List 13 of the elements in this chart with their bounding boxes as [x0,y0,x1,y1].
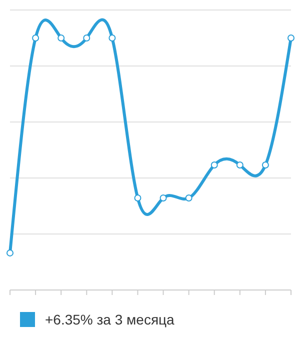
point [210,162,218,169]
point [6,249,14,256]
point [32,34,40,42]
point [236,162,244,169]
point [108,34,116,42]
point [58,34,65,42]
legend-label: +6.35% за 3 месяца [45,312,175,328]
point [288,34,294,42]
point [134,194,142,202]
point [185,194,192,202]
point [160,194,167,202]
point [262,162,269,169]
point [83,34,90,42]
